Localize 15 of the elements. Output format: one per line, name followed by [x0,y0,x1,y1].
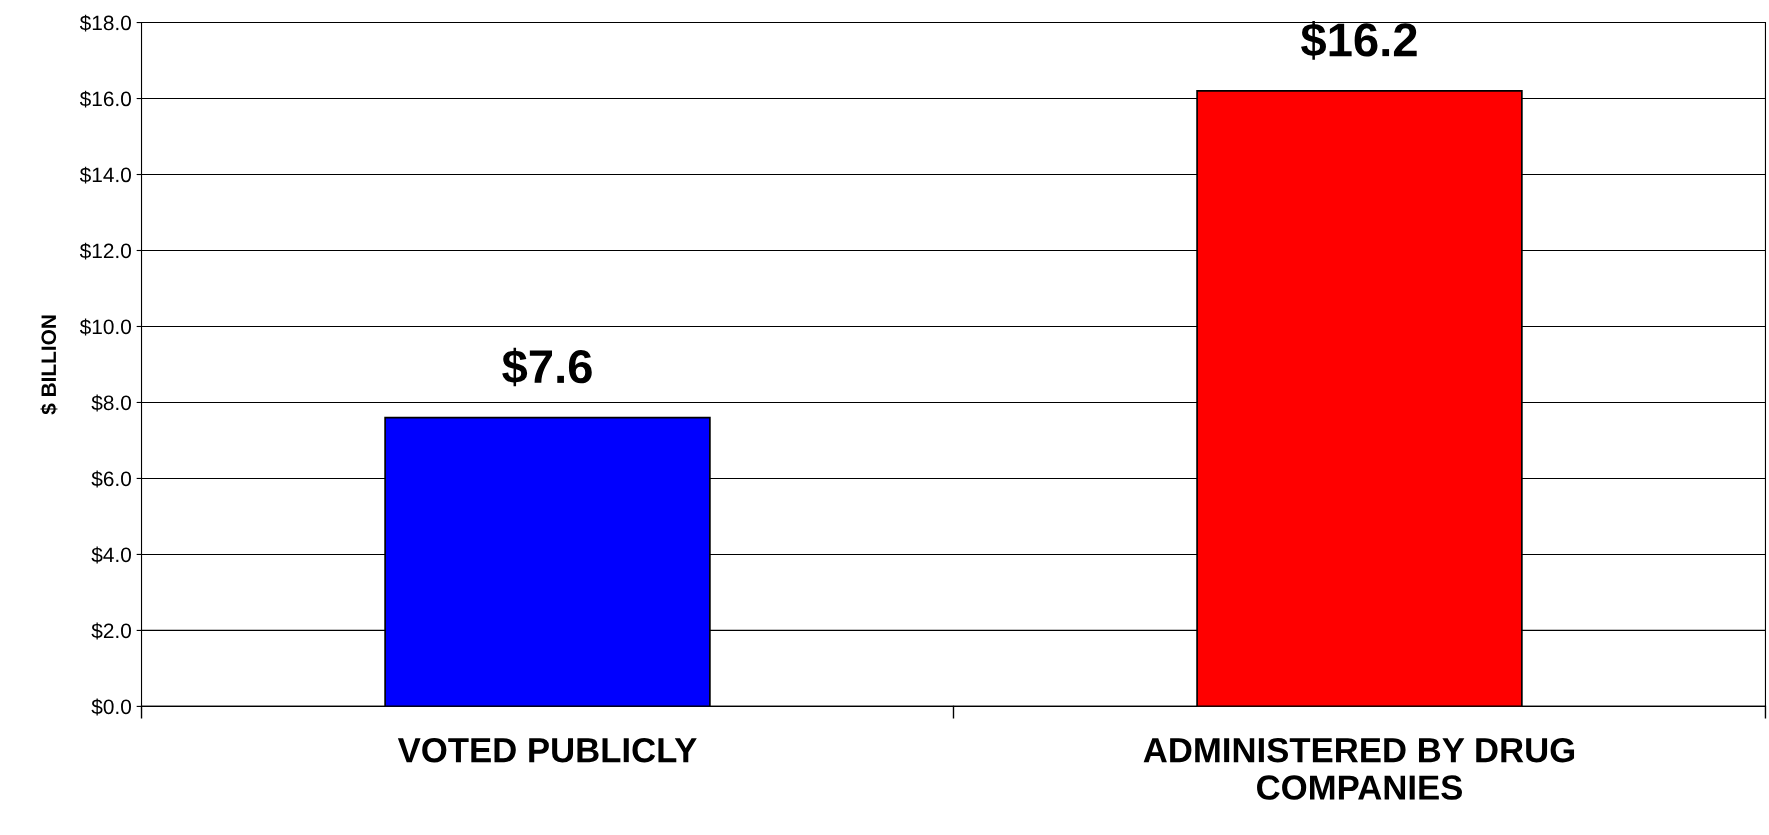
y-axis-title: $ BILLION [40,315,58,415]
y-tick-label: $16.0 [79,90,131,108]
y-tick-label: $6.0 [91,470,131,488]
x-tick-label: ADMINISTERED BY DRUG COMPANIES [1143,737,1575,800]
y-tick-label: $0.0 [91,698,131,716]
y-tick-label: $2.0 [91,622,131,640]
y-tick-label: $10.0 [79,318,131,336]
data-label: $16.2 [1301,21,1417,60]
y-tick-label: $4.0 [91,546,131,564]
y-tick-label: $8.0 [91,394,131,412]
data-label: $7.6 [502,347,592,387]
y-tick-label: $14.0 [79,166,131,184]
x-tick-label: VOTED PUBLICLY [397,737,697,763]
y-tick-label: $18.0 [79,14,131,32]
y-tick-label: $12.0 [79,242,131,260]
